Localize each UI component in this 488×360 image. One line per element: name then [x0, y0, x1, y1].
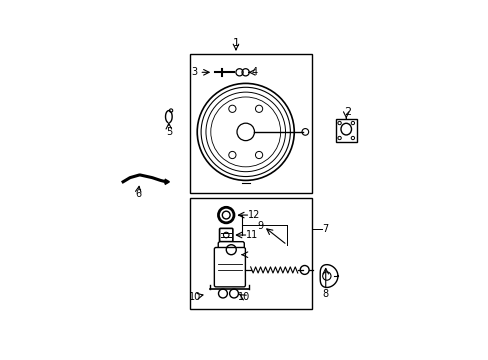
Text: 3: 3: [191, 67, 197, 77]
Text: 11: 11: [246, 230, 258, 240]
Text: 4: 4: [251, 67, 257, 77]
FancyBboxPatch shape: [214, 247, 245, 287]
Text: 9: 9: [257, 221, 264, 231]
Bar: [189, 198, 311, 309]
Text: 7: 7: [321, 225, 327, 234]
Text: 10: 10: [237, 292, 249, 302]
Text: 6: 6: [135, 189, 141, 199]
Bar: [189, 54, 311, 193]
Text: 1: 1: [232, 38, 239, 48]
Text: 10: 10: [188, 292, 201, 302]
FancyBboxPatch shape: [219, 228, 232, 242]
FancyBboxPatch shape: [218, 242, 244, 262]
FancyBboxPatch shape: [335, 119, 356, 142]
Text: 8: 8: [322, 289, 328, 299]
Text: 5: 5: [165, 127, 172, 137]
Text: 12: 12: [247, 210, 260, 220]
Text: 2: 2: [344, 108, 350, 117]
